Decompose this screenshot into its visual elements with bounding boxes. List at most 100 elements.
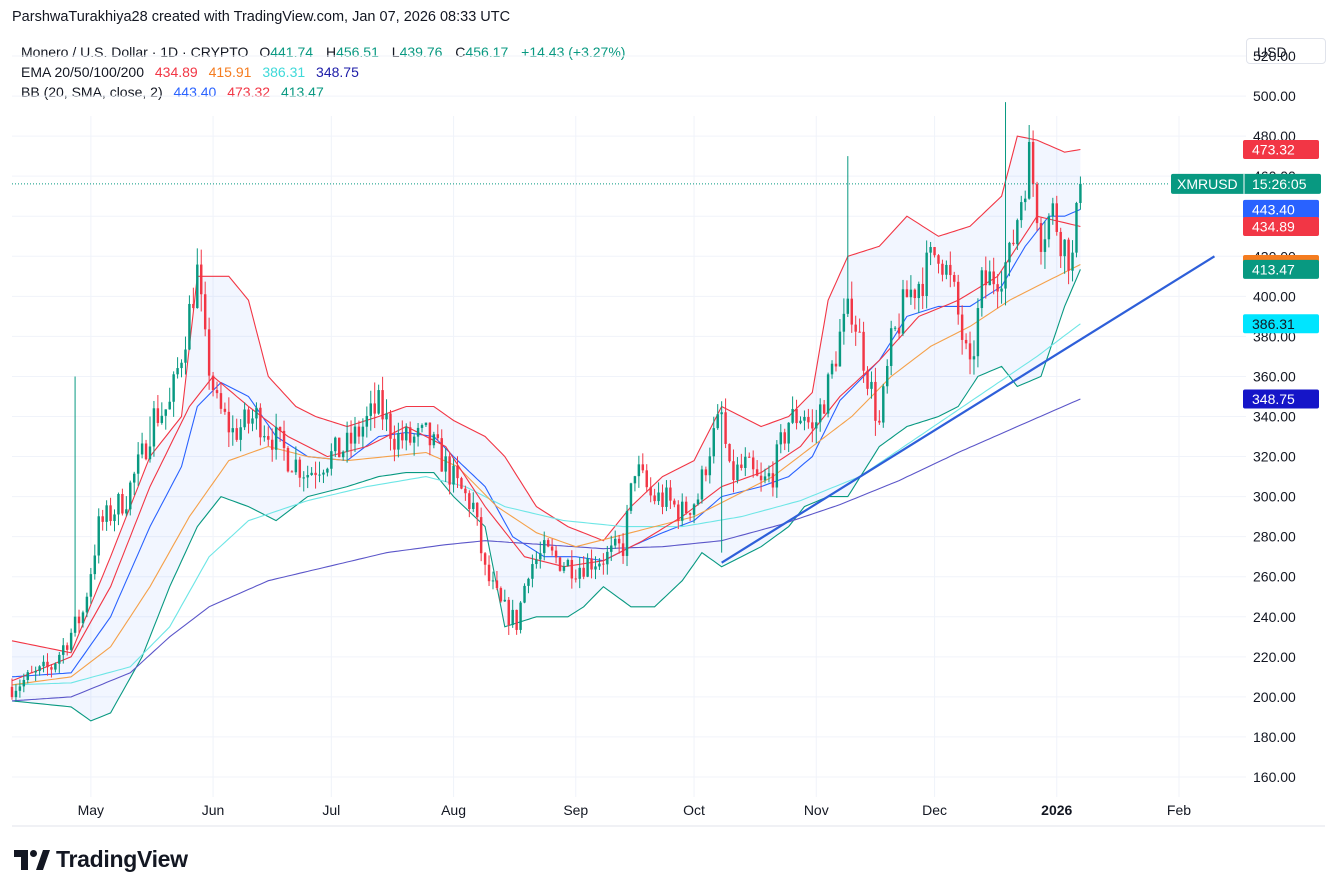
price-label-bg [1243, 140, 1319, 160]
legend-ema-row[interactable]: EMA 20/50/100/200 434.89 415.91 386.31 3… [21, 62, 628, 82]
brand-name: TradingView [56, 846, 188, 872]
candle-body [483, 553, 487, 565]
price-label-tag: 413.47 [1243, 259, 1319, 279]
candle-body [456, 465, 459, 479]
candle-body [858, 331, 861, 333]
bollinger-bands [11, 135, 1081, 722]
ema-label: EMA 20/50/100/200 [21, 64, 144, 80]
candle-body [980, 270, 984, 309]
candle-body [712, 428, 715, 457]
candle-body [30, 672, 33, 674]
candle-body [69, 632, 73, 650]
y-tick-label: 340.00 [1253, 409, 1296, 425]
candle-body [77, 616, 81, 624]
candle-body [93, 555, 97, 575]
candle-body [369, 403, 372, 416]
candle-body [377, 390, 380, 414]
candle-body [444, 456, 447, 472]
candle-body [436, 434, 440, 439]
candle-body [775, 444, 779, 488]
candle-body [1055, 203, 1058, 232]
candle-body [535, 559, 538, 565]
x-tick-label: Nov [804, 802, 829, 818]
candle-body [152, 408, 156, 447]
candle-body [215, 390, 219, 394]
candle-body [290, 471, 294, 473]
currency-button[interactable]: USD [1246, 38, 1326, 64]
candle-body [1012, 242, 1015, 245]
candle-body [318, 474, 321, 476]
candle-body [365, 415, 369, 427]
candle-body [62, 645, 65, 655]
candle-body [357, 426, 361, 437]
y-tick-label: 320.00 [1253, 449, 1296, 465]
candle-body [129, 482, 132, 510]
candle-body [964, 339, 968, 344]
close-label: C [455, 44, 466, 60]
bb-lower-value: 413.47 [280, 84, 324, 100]
x-tick-label: May [78, 802, 104, 818]
candle-body [728, 443, 731, 462]
candle-body [1027, 141, 1031, 199]
x-tick-label: Feb [1167, 802, 1191, 818]
candle-body [338, 437, 341, 458]
x-tick-label: Dec [922, 802, 947, 818]
current-price-bg [1171, 173, 1321, 194]
ema-lines [11, 215, 1081, 702]
legend-bb-row[interactable]: BB (20, SMA, close, 2) 443.40 473.32 413… [21, 82, 628, 102]
candle-body [913, 289, 917, 299]
candle-body [925, 252, 928, 297]
candle-body [988, 271, 991, 286]
candle-body [1020, 202, 1023, 221]
candle-body [38, 666, 41, 671]
candle-body [531, 564, 534, 579]
candle-body [960, 314, 964, 340]
candle-body [334, 437, 337, 452]
candle-body [854, 324, 857, 332]
y-tick-label: 420.00 [1253, 248, 1296, 264]
candle-body [795, 408, 798, 424]
candle-body [621, 543, 625, 556]
candle-body [519, 602, 522, 630]
candle-body [472, 502, 475, 510]
ema100-line [11, 323, 1081, 686]
candle-body [263, 436, 266, 438]
candle-body [389, 413, 392, 439]
price-label-text: 348.75 [1252, 391, 1295, 407]
candle-body [645, 470, 648, 488]
candle-body [578, 567, 581, 579]
price-label-text: 473.32 [1252, 142, 1295, 158]
price-label-text: 434.89 [1252, 218, 1295, 234]
candle-body [397, 433, 400, 450]
chart-axes: 160.00 180.00 200.00 220.00 240.00 260.00 280.… [12, 48, 1325, 827]
symbol-tag: XMRUSD [1177, 176, 1238, 192]
candle-body [1043, 239, 1047, 252]
candle-body [629, 483, 633, 511]
candle-body [267, 436, 270, 440]
bb-fill [12, 136, 1081, 721]
candle-body [850, 298, 853, 325]
candle-body [562, 566, 566, 571]
candlesticks [10, 102, 1082, 702]
ema20-line [11, 215, 1081, 682]
candle-body [921, 283, 924, 297]
candle-body [298, 459, 302, 478]
candle-body [1051, 203, 1055, 217]
y-tick-label: 160.00 [1253, 769, 1296, 785]
high-value: 456.51 [336, 44, 379, 60]
high-label: H [325, 44, 337, 60]
symbol-title[interactable]: Monero / U.S. Dollar · 1D · CRYPTO [21, 44, 249, 60]
candle-body [748, 456, 751, 458]
price-label-bg [1243, 389, 1319, 409]
candle-body [582, 567, 585, 577]
candle-body [341, 451, 345, 458]
y-tick-label: 480.00 [1253, 128, 1296, 144]
price-label-text: 386.31 [1252, 316, 1295, 332]
candle-body [889, 328, 893, 366]
ema20-value: 434.89 [154, 64, 198, 80]
tradingview-logo[interactable]: TradingView [14, 846, 188, 873]
candle-body [1071, 252, 1074, 271]
candle-body [905, 289, 909, 298]
candle-body [196, 264, 199, 309]
candle-body [89, 574, 93, 597]
